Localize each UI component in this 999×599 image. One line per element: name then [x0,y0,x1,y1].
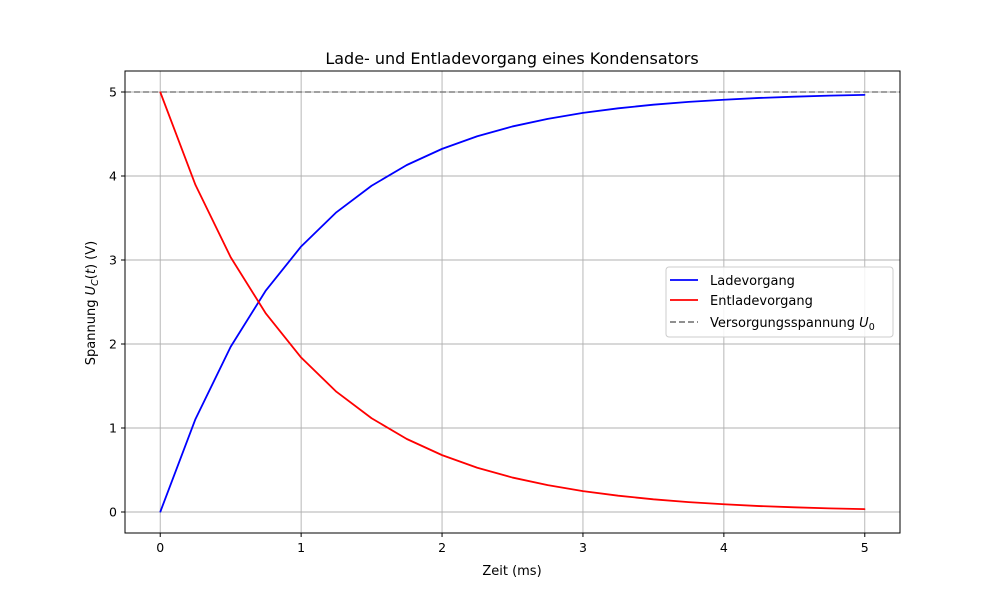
legend-label-ladevorgang: Ladevorgang [710,274,795,289]
data-point-ladevorgang [793,96,795,98]
data-point-entladevorgang [300,356,302,359]
data-point-ladevorgang [335,211,337,213]
data-point-entladevorgang [758,505,760,507]
y-axis-label-text: Spannung [84,295,99,365]
x-tick-label: 0 [156,540,164,555]
x-axis-label: Zeit (ms) [482,564,541,579]
data-point-ladevorgang [547,118,549,120]
data-point-ladevorgang [230,346,232,348]
data-point-ladevorgang [300,245,302,248]
data-point-ladevorgang [723,99,725,101]
data-point-entladevorgang [406,438,408,440]
data-point-entladevorgang [441,454,443,456]
data-point-ladevorgang [441,148,443,150]
data-point-ladevorgang [864,94,866,96]
legend-label-versorgungsspannung-subscript: 0 [869,322,875,333]
data-point-entladevorgang [688,501,690,503]
data-point-entladevorgang [265,312,267,315]
data-point-ladevorgang [406,164,408,166]
data-point-ladevorgang [476,135,478,137]
y-axis-ticks: 0 1 2 3 4 5 [109,85,125,520]
data-point-entladevorgang [723,503,725,505]
x-tick-label: 3 [579,540,587,555]
legend-label-versorgungsspannung-symbol: U [859,316,869,331]
y-axis-label-unit: ) (V) [84,241,99,269]
legend-label-versorgungsspannung: Versorgungsspannung U0 [710,316,875,333]
x-tick-label: 4 [720,540,728,555]
data-point-entladevorgang [370,417,373,419]
x-tick-label: 1 [297,540,305,555]
y-tick-label: 1 [109,421,117,436]
y-axis-label-paren-open: ( [84,274,99,279]
data-point-entladevorgang [582,490,584,492]
y-tick-label: 0 [109,505,117,520]
y-tick-label: 3 [109,253,117,268]
x-axis-ticks: 0 1 2 3 4 5 [156,533,869,555]
data-point-entladevorgang [159,91,161,93]
y-axis-label-symbol: U [84,285,99,295]
data-point-ladevorgang [370,185,373,187]
data-point-ladevorgang [652,104,655,106]
y-tick-label: 4 [109,169,117,184]
data-point-ladevorgang [159,511,161,513]
data-point-entladevorgang [335,391,337,393]
data-point-ladevorgang [828,95,831,97]
data-point-entladevorgang [476,467,478,469]
y-tick-label: 2 [109,337,117,352]
data-point-entladevorgang [864,508,866,510]
data-point-ladevorgang [758,97,760,99]
data-point-ladevorgang [617,107,619,109]
y-axis-label-subscript: C [90,279,101,286]
data-point-ladevorgang [194,418,197,420]
data-point-entladevorgang [652,498,655,500]
legend-label-versorgungsspannung-text: Versorgungsspannung [710,316,859,331]
legend-label-entladevorgang: Entladevorgang [710,294,813,309]
series-group [159,91,866,513]
data-point-entladevorgang [194,184,197,186]
data-point-ladevorgang [582,112,584,114]
data-point-ladevorgang [265,289,267,292]
data-point-entladevorgang [511,476,514,479]
data-point-ladevorgang [688,101,690,103]
legend-box [665,266,894,338]
x-tick-label: 2 [438,540,446,555]
x-tick-label: 5 [861,540,869,555]
data-point-entladevorgang [617,495,619,497]
data-point-entladevorgang [230,256,232,258]
y-axis-label: Spannung UC(t) (V) [84,241,101,365]
data-point-ladevorgang [511,125,514,128]
plot-area-frame [124,70,901,534]
data-point-entladevorgang [793,506,795,508]
data-point-entladevorgang [828,507,831,509]
chart-title: Lade- und Entladevorgang eines Kondensat… [325,49,698,68]
y-tick-label: 5 [109,85,117,100]
data-point-entladevorgang [547,484,549,486]
y-axis-label-variable: t [84,268,99,274]
legend: Ladevorgang Entladevorgang Versorgungssp… [665,266,894,338]
